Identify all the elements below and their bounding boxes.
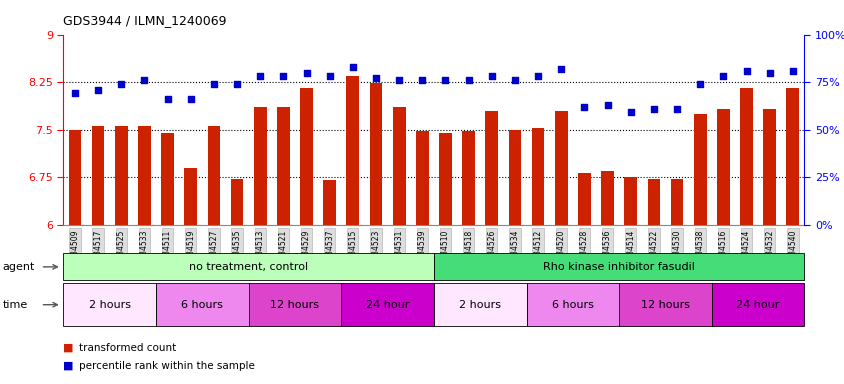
Point (184, 96, 197, 102)
Point (322, 73, 336, 79)
Point (577, 104, 591, 110)
Bar (253, 108, 266, 225)
Point (392, 77, 405, 83)
Point (531, 73, 544, 79)
Bar (739, 88, 752, 225)
Bar (762, 109, 775, 225)
Point (115, 81, 128, 87)
Bar (92, 126, 105, 225)
Bar (555, 111, 567, 225)
Bar (300, 88, 312, 225)
Bar (693, 114, 706, 225)
Point (230, 81, 244, 87)
Bar (392, 108, 405, 225)
Point (207, 81, 220, 87)
Bar (670, 179, 683, 225)
Point (438, 77, 452, 83)
Point (785, 68, 798, 74)
Bar (647, 179, 659, 225)
Point (138, 77, 151, 83)
Bar (717, 109, 729, 225)
Point (484, 73, 498, 79)
Bar (369, 83, 382, 225)
Point (507, 77, 521, 83)
Bar (115, 126, 127, 225)
Text: 6 hours: 6 hours (551, 300, 593, 310)
Point (693, 81, 706, 87)
Bar (462, 131, 474, 225)
Text: 24 hour: 24 hour (365, 300, 408, 310)
Bar (208, 126, 220, 225)
Text: no treatment, control: no treatment, control (189, 262, 308, 272)
Text: agent: agent (3, 262, 35, 272)
Point (647, 106, 660, 112)
Point (68, 90, 82, 96)
Bar (277, 108, 289, 225)
Text: GDS3944 / ILMN_1240069: GDS3944 / ILMN_1240069 (63, 14, 226, 27)
Point (600, 102, 614, 108)
Point (554, 66, 567, 72)
Bar (624, 177, 636, 225)
Bar (786, 88, 798, 225)
Text: Rho kinase inhibitor fasudil: Rho kinase inhibitor fasudil (543, 262, 695, 272)
Text: 24 hour: 24 hour (736, 300, 779, 310)
Text: 2 hours: 2 hours (458, 300, 500, 310)
Bar (230, 179, 243, 225)
Bar (184, 168, 197, 225)
Text: 12 hours: 12 hours (641, 300, 690, 310)
Point (738, 68, 752, 74)
Text: ■: ■ (63, 343, 73, 353)
Bar (601, 171, 614, 225)
Point (415, 77, 429, 83)
Point (369, 75, 382, 81)
Point (346, 64, 360, 70)
Point (716, 73, 729, 79)
Bar (415, 131, 428, 225)
Bar (323, 180, 336, 225)
Text: 12 hours: 12 hours (270, 300, 319, 310)
Bar (68, 130, 81, 225)
Point (762, 70, 776, 76)
Point (623, 109, 636, 116)
Point (160, 96, 174, 102)
Bar (484, 111, 498, 225)
Bar (161, 133, 174, 225)
Bar (439, 133, 452, 225)
Point (300, 70, 313, 76)
Text: 6 hours: 6 hours (181, 300, 223, 310)
Text: transformed count: transformed count (78, 343, 176, 353)
Bar (577, 173, 590, 225)
Text: time: time (3, 300, 28, 310)
Bar (346, 76, 359, 225)
Point (253, 73, 267, 79)
Bar (508, 130, 521, 225)
Point (669, 106, 683, 112)
Bar (531, 128, 544, 225)
Point (91, 87, 105, 93)
Bar (138, 126, 150, 225)
Point (462, 77, 475, 83)
Text: ■: ■ (63, 361, 73, 371)
Text: percentile rank within the sample: percentile rank within the sample (78, 361, 254, 371)
Text: 2 hours: 2 hours (89, 300, 131, 310)
Point (276, 73, 289, 79)
